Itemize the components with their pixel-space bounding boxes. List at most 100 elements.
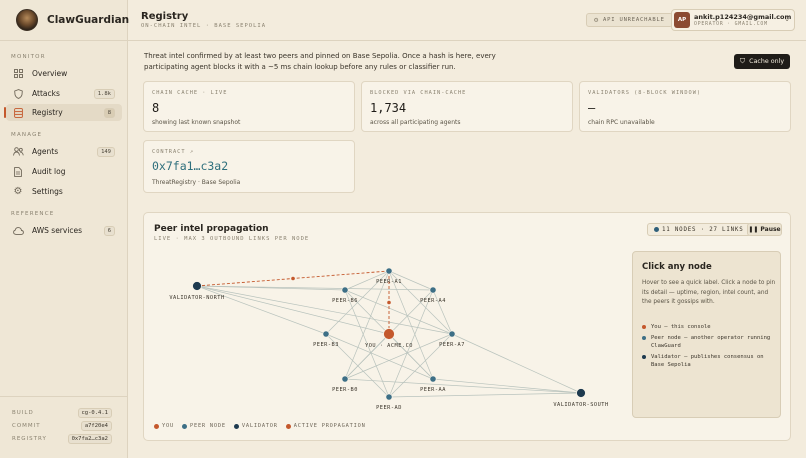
graph-node-label: PEER-B6 (332, 298, 358, 304)
user-menu[interactable]: AP ankit.p124234@gmail.com OPERATOR · GM… (671, 9, 795, 31)
sidebar-item-attacks[interactable]: Attacks 1.8k (6, 85, 122, 102)
legend-text: YOU (162, 423, 174, 429)
section-label-manage: MANAGE (11, 132, 43, 138)
agents-icon (12, 146, 24, 158)
top-header: Registry ON-CHAIN INTEL · BASE SEPOLIA ⚙… (128, 0, 806, 41)
graph-stats-badge: 11 NODES · 27 LINKS (647, 223, 751, 236)
graph-node-label: PEER-B0 (332, 387, 358, 393)
card-validators: VALIDATORS (8-BLOCK WINDOW) — chain RPC … (579, 81, 791, 132)
graph-node-label: PEER-B3 (313, 342, 339, 348)
propagation-packet (387, 300, 391, 305)
api-status-badge[interactable]: ⚙ API UNREACHABLE (586, 13, 673, 27)
graph-edge (196, 285, 453, 335)
graph-node-b0[interactable] (341, 375, 349, 383)
sidebar-item-registry[interactable]: Registry 8 (4, 104, 122, 121)
graph-edge (432, 378, 582, 394)
sidebar-item-agents[interactable]: Agents 149 (6, 143, 122, 160)
graph-node-label: YOU · ACME.CO (365, 343, 413, 349)
sidebar: ClawGuardian MONITOR Overview Attacks 1.… (0, 0, 129, 458)
sidebar-item-label: Audit log (32, 167, 66, 176)
graph-node-vs[interactable] (576, 388, 586, 398)
card-value: — (588, 101, 596, 115)
card-value: 8 (152, 101, 160, 115)
chevron-down-icon: ⌄ (784, 15, 790, 23)
graph-node-aa[interactable] (429, 375, 437, 383)
graph-node-a1[interactable] (385, 267, 393, 275)
intro-text: Threat intel confirmed by at least two p… (144, 52, 496, 71)
api-status-text: API UNREACHABLE (603, 17, 665, 23)
status-dot-icon (654, 227, 659, 232)
section-label-reference: REFERENCE (11, 211, 55, 217)
graph-edge (325, 333, 434, 380)
graph-node-label: PEER-AA (420, 387, 446, 393)
registry-count-badge: 8 (103, 107, 115, 118)
validator-dot-icon (642, 355, 646, 359)
graph-legend: YOU PEER NODE VALIDATOR ACTIVE PROPAGATI… (154, 423, 374, 429)
propagation-packet (291, 276, 295, 281)
graph-node-a7[interactable] (448, 330, 456, 338)
card-contract[interactable]: CONTRACT ↗ 0x7fa1…c3a2 ThreatRegistry · … (143, 140, 355, 193)
graph-node-ad[interactable] (385, 393, 393, 401)
pause-label: Pause (760, 226, 781, 233)
pause-button[interactable]: ❚❚ Pause (747, 223, 782, 236)
legend-validator: VALIDATOR (233, 423, 278, 429)
sidebar-footer: BUILD cg-0.4.1 COMMIT a7f20e4 REGISTRY 0… (0, 396, 128, 458)
section-label-monitor: MONITOR (11, 54, 46, 60)
legend-peer: PEER NODE (181, 423, 226, 429)
graph-node-label: PEER-AD (376, 405, 402, 411)
gear-icon: ⚙ (13, 186, 23, 197)
graph-node-a4[interactable] (429, 286, 437, 294)
graph-edge (388, 270, 434, 380)
card-blocked: BLOCKED VIA CHAIN-CACHE 1,734 across all… (361, 81, 573, 132)
attacks-count-badge: 1.8k (93, 88, 115, 99)
graph-node-b6[interactable] (341, 286, 349, 294)
sidebar-item-overview[interactable]: Overview (6, 65, 122, 82)
graph-node-label: VALIDATOR-NORTH (169, 295, 224, 301)
contract-address-link[interactable]: 0x7fa1…c3a2 (152, 159, 229, 173)
network-graph: YOU · ACME.CO PEER-A1 PEER-A4 PEER-B6 PEER-B… (169, 267, 608, 411)
graph-node-you[interactable] (383, 328, 395, 340)
legend-dot-peer (181, 423, 187, 429)
sidebar-item-label: Registry (32, 108, 63, 117)
graph-node-vn[interactable] (192, 281, 202, 291)
graph-node-label: PEER-A1 (376, 279, 402, 285)
sidebar-item-settings[interactable]: ⚙ Settings (6, 183, 122, 200)
sidebar-item-label: Overview (32, 69, 68, 78)
card-label: VALIDATORS (8-BLOCK WINDOW) (588, 90, 702, 96)
sidebar-item-audit-log[interactable]: Audit log (6, 163, 122, 180)
info-row-you: You — this console (642, 323, 778, 331)
graph-edge (344, 270, 390, 380)
pause-icon: ❚❚ (748, 226, 759, 233)
footer-value: cg-0.4.1 (77, 408, 112, 418)
info-title: Click any node (642, 262, 712, 272)
graph-edge (388, 392, 582, 398)
panel-subtitle: LIVE · MAX 3 OUTBOUND LINKS PER NODE (154, 236, 310, 242)
card-label: CHAIN CACHE · LIVE (152, 90, 228, 96)
graph-edge (344, 333, 453, 380)
sidebar-item-label: Attacks (32, 89, 60, 98)
graph-node-label: PEER-A7 (439, 342, 465, 348)
graph-stats-text: 11 NODES · 27 LINKS (662, 226, 744, 233)
cache-only-label: Cache only (749, 58, 785, 65)
you-dot-icon (642, 325, 646, 329)
cloud-icon (12, 225, 24, 237)
legend-dot-validator (233, 423, 239, 429)
user-email: ankit.p124234@gmail.com (694, 13, 792, 21)
footer-key: REGISTRY (12, 436, 47, 442)
shield-check-icon: ⛉ (739, 57, 746, 65)
agents-count-badge: 149 (97, 146, 115, 157)
page-title: Registry (141, 11, 189, 22)
graph-edge (344, 270, 390, 291)
info-row-text: Peer node — another operator running Cla… (651, 335, 771, 349)
sidebar-item-label: Agents (32, 147, 59, 156)
footer-key: COMMIT (12, 423, 41, 429)
sidebar-item-label: Settings (32, 187, 63, 196)
graph-edge (344, 333, 390, 380)
legend-you: YOU (154, 423, 174, 429)
graph-edge (344, 378, 582, 394)
sidebar-item-aws-services[interactable]: AWS services 6 (6, 222, 122, 239)
graph-node-b3[interactable] (322, 330, 330, 338)
card-chain-cache: CHAIN CACHE · LIVE 8 showing last known … (143, 81, 355, 132)
gear-icon: ⚙ (594, 16, 600, 24)
cache-only-button[interactable]: ⛉ Cache only (734, 54, 790, 69)
